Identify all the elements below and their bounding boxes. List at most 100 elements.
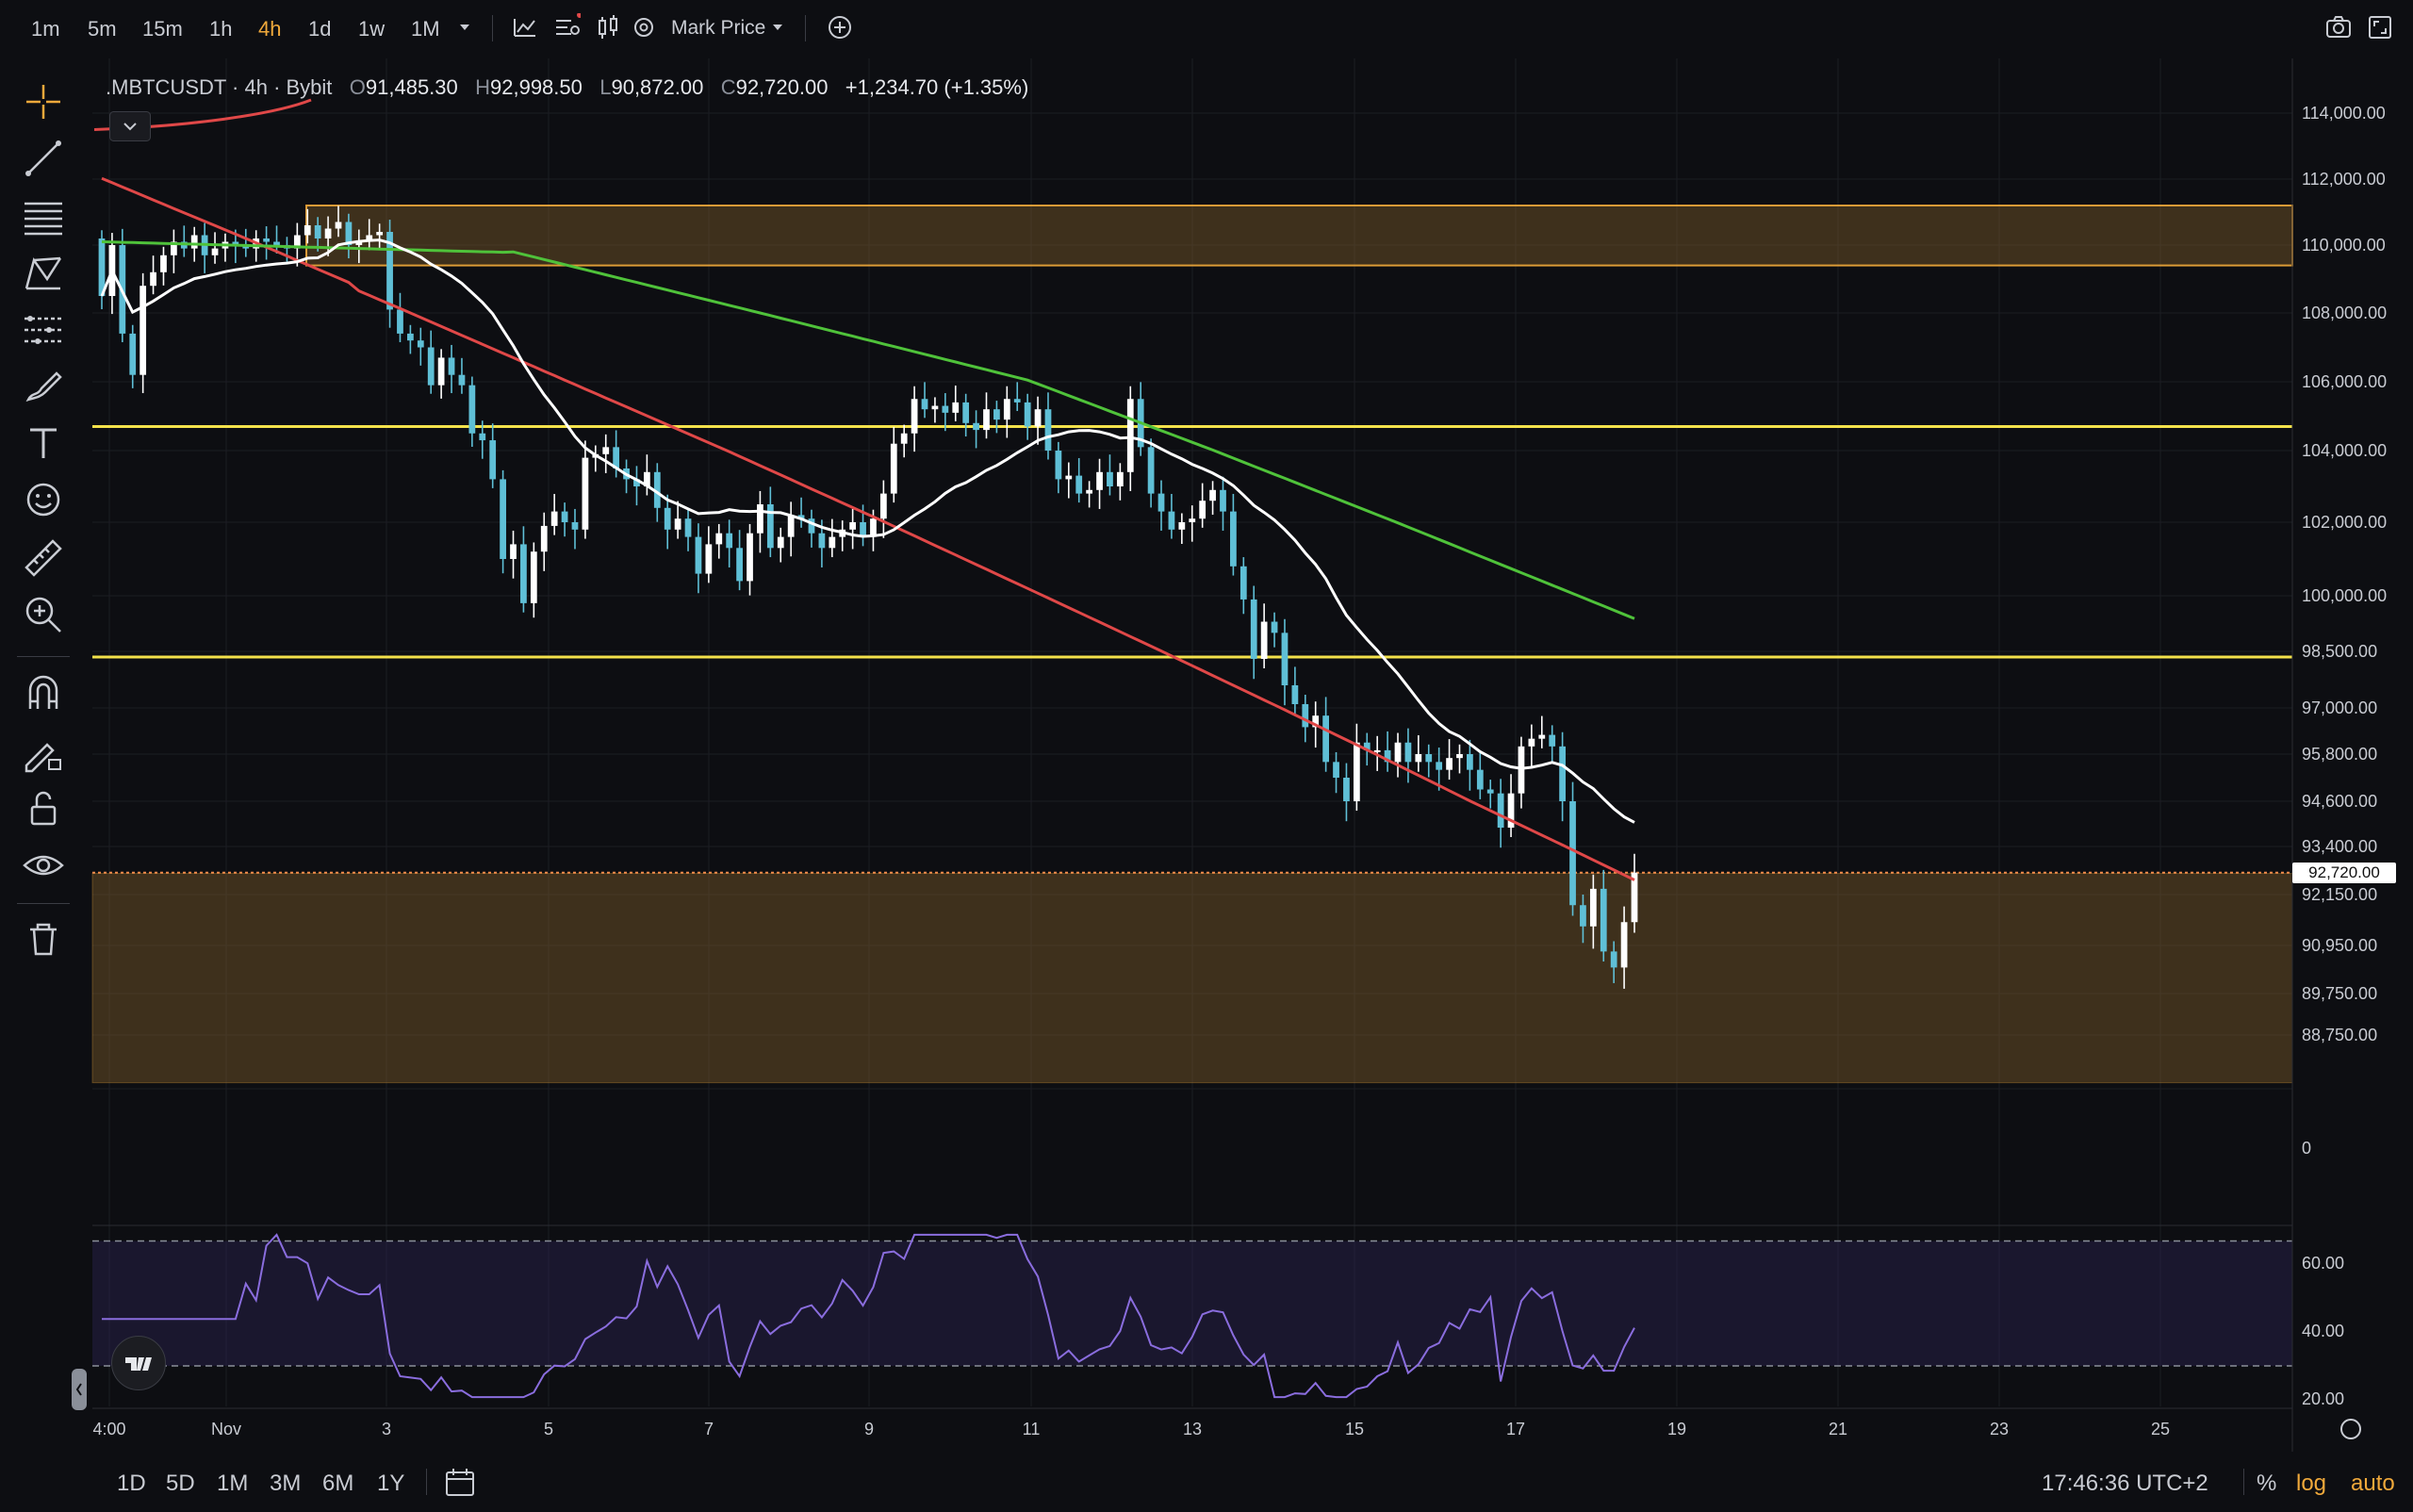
range-1d[interactable]: 1D — [117, 1471, 146, 1496]
candle-body — [1343, 778, 1350, 801]
candle-body — [1497, 793, 1504, 828]
candle-body — [1569, 801, 1576, 906]
candle-body — [1086, 489, 1093, 494]
tf-5m[interactable]: 5m — [88, 17, 117, 41]
candle-body — [1116, 471, 1124, 486]
candle-body — [1610, 951, 1617, 968]
time-tick-label: 9 — [864, 1420, 874, 1438]
fullscreen-icon[interactable] — [2366, 13, 2394, 41]
tf-1d[interactable]: 1d — [308, 17, 332, 41]
tf-4h[interactable]: 4h — [258, 17, 282, 41]
eye-icon[interactable] — [21, 843, 66, 888]
price-tick-label: 108,000.00 — [2302, 304, 2387, 322]
zone-box — [91, 873, 2293, 1084]
candle-body — [1486, 789, 1494, 794]
rsi-line — [102, 1233, 1635, 1399]
rsi-band — [92, 1241, 2292, 1366]
candle-body — [582, 457, 589, 530]
candle-body — [550, 511, 558, 526]
price-axis[interactable]: 114,000.00 112,000.00 110,000.00 108,000.00… — [92, 58, 2387, 1452]
price-type-select[interactable]: Mark Price — [671, 17, 766, 39]
tradingview-logo[interactable] — [111, 1336, 166, 1390]
open-label: O — [349, 75, 366, 99]
ruler-icon[interactable] — [21, 535, 66, 581]
candle-body — [1507, 793, 1515, 828]
grid — [92, 58, 2292, 1406]
close-label: C — [720, 75, 736, 99]
pattern-icon[interactable] — [21, 251, 66, 296]
candle-body — [715, 533, 723, 545]
candle-body — [1631, 872, 1638, 923]
tf-1w[interactable]: 1w — [358, 17, 386, 41]
bottom-toolbar: 1D 5D 1M 3M 6M 1Y 17:46:36 UTC+2 % log a… — [0, 1452, 2413, 1512]
candle-body — [808, 518, 815, 534]
last-price-tag: 92,720.00 — [2292, 863, 2396, 883]
range-5d[interactable]: 5D — [166, 1471, 195, 1496]
candle-body — [921, 399, 928, 410]
crosshair-icon[interactable] — [21, 79, 66, 124]
brush-icon[interactable] — [21, 364, 66, 409]
price-chart[interactable]: 114,000.00 112,000.00 110,000.00 108,000.00… — [0, 58, 2413, 1452]
price-tick-label: 97,000.00 — [2302, 698, 2377, 717]
collapse-handle-icon[interactable] — [72, 1369, 87, 1410]
chevron-down-icon[interactable] — [451, 13, 479, 41]
candle-body — [335, 222, 342, 229]
price-tick-label: 94,600.00 — [2302, 792, 2377, 811]
candle-body — [1353, 742, 1360, 801]
price-tick-label: 89,750.00 — [2302, 984, 2377, 1003]
lock-icon[interactable] — [21, 786, 66, 831]
trash-icon[interactable] — [21, 916, 66, 961]
candles-icon[interactable] — [594, 13, 622, 41]
auto-toggle[interactable]: auto — [2351, 1471, 2395, 1496]
candle-body — [890, 443, 897, 494]
time-axis[interactable]: 4:00 Nov 3 5 7 9 11 13 15 17 19 21 23 25 — [92, 1419, 2361, 1439]
chart-type-icon[interactable] — [552, 13, 581, 41]
divider — [426, 1469, 427, 1495]
lock-draw-icon[interactable] — [21, 730, 66, 775]
fib-icon[interactable] — [21, 194, 66, 239]
emoji-icon[interactable] — [21, 477, 66, 522]
candle-body — [355, 241, 363, 245]
candle-body — [849, 522, 857, 530]
time-tick-label: 25 — [2151, 1420, 2170, 1438]
add-icon[interactable] — [826, 13, 854, 41]
chevron-down-icon[interactable] — [109, 111, 151, 141]
text-icon[interactable] — [21, 420, 66, 466]
candle-body — [489, 440, 497, 480]
time-tick-label: 7 — [704, 1420, 714, 1438]
price-tick-label: 95,800.00 — [2302, 745, 2377, 764]
clock-label[interactable]: 17:46:36 UTC+2 — [2042, 1471, 2208, 1496]
measure-lines-icon[interactable] — [21, 307, 66, 353]
camera-icon[interactable] — [2324, 13, 2353, 41]
tv-icon — [125, 1357, 152, 1371]
range-6m[interactable]: 6M — [322, 1471, 354, 1496]
log-toggle[interactable]: log — [2296, 1471, 2327, 1496]
candle-body — [1271, 621, 1278, 633]
range-1y[interactable]: 1Y — [377, 1471, 405, 1496]
price-tick-label: 110,000.00 — [2302, 236, 2386, 255]
candle-body — [952, 402, 960, 413]
range-3m[interactable]: 3M — [270, 1471, 302, 1496]
candle-body — [1620, 922, 1628, 968]
goto-date-icon[interactable] — [443, 1465, 477, 1499]
price-tick-label: 88,750.00 — [2302, 1026, 2377, 1044]
candle-body — [1549, 734, 1556, 747]
ma-white-line — [100, 238, 1635, 824]
chevron-down-icon[interactable] — [763, 13, 792, 41]
settings-icon[interactable] — [630, 13, 658, 41]
time-tick-label: 17 — [1506, 1420, 1525, 1438]
percent-toggle[interactable]: % — [2257, 1471, 2277, 1496]
range-1m[interactable]: 1M — [217, 1471, 249, 1496]
time-tick-label: 11 — [1023, 1420, 1041, 1438]
tf-15m[interactable]: 15m — [142, 17, 183, 41]
price-tick-label: 106,000.00 — [2302, 372, 2387, 391]
tf-1h[interactable]: 1h — [209, 17, 233, 41]
magnet-icon[interactable] — [21, 671, 66, 716]
candle-body — [1065, 475, 1073, 480]
trendline-icon[interactable] — [21, 136, 66, 181]
candle-body — [160, 255, 167, 272]
tf-1M[interactable]: 1M — [411, 17, 440, 41]
indicator-icon[interactable] — [511, 13, 539, 41]
zoom-icon[interactable] — [21, 592, 66, 637]
tf-1m[interactable]: 1m — [31, 17, 60, 41]
